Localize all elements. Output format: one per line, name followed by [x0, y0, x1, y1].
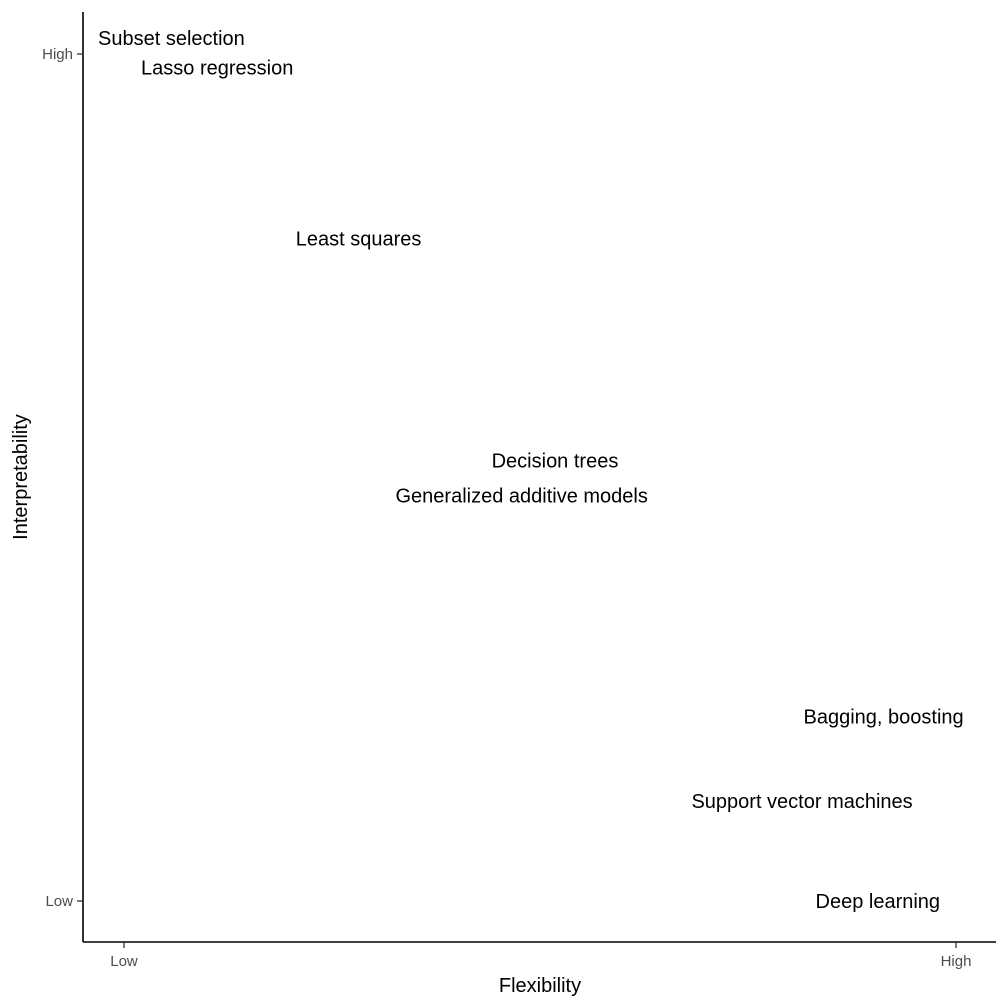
point-label-6: Support vector machines: [691, 791, 912, 813]
point-label-3: Decision trees: [492, 451, 619, 473]
point-label-7: Deep learning: [816, 891, 941, 913]
x-tick-label-0: Low: [110, 953, 138, 970]
y-tick-label-0: Low: [45, 893, 73, 910]
point-label-2: Least squares: [296, 229, 422, 251]
y-tick-label-1: High: [42, 46, 73, 63]
point-label-4: Generalized additive models: [396, 485, 648, 507]
point-labels: Subset selection Lasso regression Least sq…: [98, 28, 964, 913]
y-axis-title: Interpretability: [10, 414, 32, 540]
point-label-5: Bagging, boosting: [804, 706, 964, 728]
point-label-1: Lasso regression: [141, 58, 293, 80]
x-tick-label-1: High: [941, 953, 972, 970]
x-axis-title: Flexibility: [499, 975, 581, 997]
ticks: Low High Low High: [42, 46, 971, 970]
point-label-0: Subset selection: [98, 28, 245, 50]
